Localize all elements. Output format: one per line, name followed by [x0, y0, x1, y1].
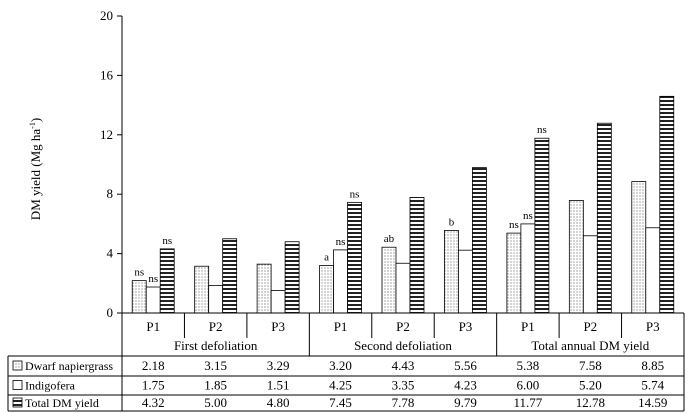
bar	[506, 232, 522, 314]
legend-swatch	[12, 397, 23, 408]
group-label: Second defoliation	[354, 338, 452, 353]
table-cell: 4.25	[329, 378, 352, 393]
legend-label: Dwarf napiergrass	[25, 359, 113, 373]
bar	[596, 122, 612, 314]
table-cell: 5.00	[204, 395, 227, 410]
table-cell: 5.56	[454, 358, 477, 373]
y-tick-label: 4	[107, 246, 114, 261]
bar	[645, 227, 661, 314]
significance-label: ab	[384, 233, 395, 245]
significance-label: ns	[523, 210, 533, 222]
bar	[208, 285, 224, 314]
significance-label: ns	[134, 267, 144, 279]
significance-label: a	[324, 251, 329, 263]
category-label: P1	[146, 319, 160, 334]
bar	[284, 241, 300, 314]
table-cell: 1.75	[142, 378, 165, 393]
group-label: Total annual DM yield	[531, 338, 649, 353]
bar	[458, 249, 473, 314]
bar	[333, 249, 348, 314]
table-cell: 1.51	[267, 378, 290, 393]
table-cell: 3.20	[329, 358, 352, 373]
table-cell: 14.59	[638, 395, 667, 410]
bar	[194, 265, 210, 314]
table-cell: 3.29	[267, 358, 290, 373]
bar	[472, 167, 487, 314]
bar	[582, 235, 598, 314]
table-cell: 8.85	[641, 358, 664, 373]
significance-label: b	[449, 216, 455, 228]
group-label: First defoliation	[174, 338, 258, 353]
bar	[659, 95, 675, 314]
table-cell: 5.74	[641, 378, 664, 393]
legend-label: Total DM yield	[25, 396, 99, 410]
y-tick-label: 8	[107, 186, 114, 201]
category-label: P3	[271, 319, 285, 334]
significance-label: ns	[336, 236, 346, 248]
significance-label: ns	[148, 273, 158, 285]
bar	[319, 265, 334, 314]
table-cell: 1.85	[204, 378, 227, 393]
bar	[145, 286, 161, 314]
bar	[568, 200, 584, 314]
category-label: P3	[646, 319, 660, 334]
y-axis-title-close: )	[28, 118, 43, 122]
significance-label: ns	[509, 219, 519, 231]
table-cell: 4.80	[267, 395, 290, 410]
significance-label: ns	[537, 124, 547, 136]
y-tick-label: 20	[100, 8, 113, 23]
legend-label: Indigofera	[25, 379, 76, 393]
bar	[534, 137, 550, 314]
bar	[381, 246, 397, 314]
table-cell: 4.43	[392, 358, 415, 373]
significance-label: ns	[162, 235, 172, 247]
category-label: P1	[334, 319, 348, 334]
table-cell: 4.23	[454, 378, 477, 393]
bar	[270, 290, 286, 314]
y-tick-label: 0	[107, 305, 114, 320]
data-table: P1 P2 P3 First defoliation P1 P2 P3 Second defo…	[7, 312, 685, 412]
bar	[409, 197, 425, 314]
table-cell: 5.20	[579, 378, 602, 393]
table-cell: 7.45	[329, 395, 352, 410]
category-label: P3	[459, 319, 473, 334]
category-label: P2	[583, 319, 597, 334]
y-axis-title-main: DM yield (Mg ha	[28, 129, 43, 221]
bar	[520, 223, 536, 314]
legend-swatch	[12, 360, 23, 371]
category-label: P1	[521, 319, 535, 334]
bar	[631, 181, 647, 314]
legend-swatch	[12, 380, 23, 390]
table-cell: 12.78	[576, 395, 605, 410]
table-cell: 6.00	[517, 378, 540, 393]
table-cell: 7.58	[579, 358, 602, 373]
bar	[131, 280, 147, 314]
table-cell: 9.79	[454, 395, 477, 410]
bar	[256, 263, 272, 314]
table-cell: 3.15	[204, 358, 227, 373]
y-tick-label: 12	[100, 127, 113, 142]
bar	[347, 201, 362, 314]
y-axis: 0 4 8 12 16 20	[100, 8, 123, 320]
y-tick-label: 16	[100, 67, 114, 82]
y-axis-title: DM yield (Mg ha-1)	[28, 118, 43, 220]
y-axis-title-superscript: -1	[28, 122, 37, 129]
table-cell: 4.32	[142, 395, 165, 410]
bar	[222, 238, 238, 314]
table-cell: 5.38	[517, 358, 540, 373]
table-cell: 3.35	[392, 378, 415, 393]
bar	[159, 248, 175, 314]
significance-label: ns	[350, 188, 360, 200]
table-cell: 11.77	[513, 395, 542, 410]
category-label: P2	[209, 319, 223, 334]
bar	[395, 262, 411, 314]
table-cell: 2.18	[142, 358, 165, 373]
category-label: P2	[396, 319, 410, 334]
bars-layer	[131, 95, 675, 314]
table-cell: 7.78	[392, 395, 415, 410]
bar	[444, 230, 459, 314]
